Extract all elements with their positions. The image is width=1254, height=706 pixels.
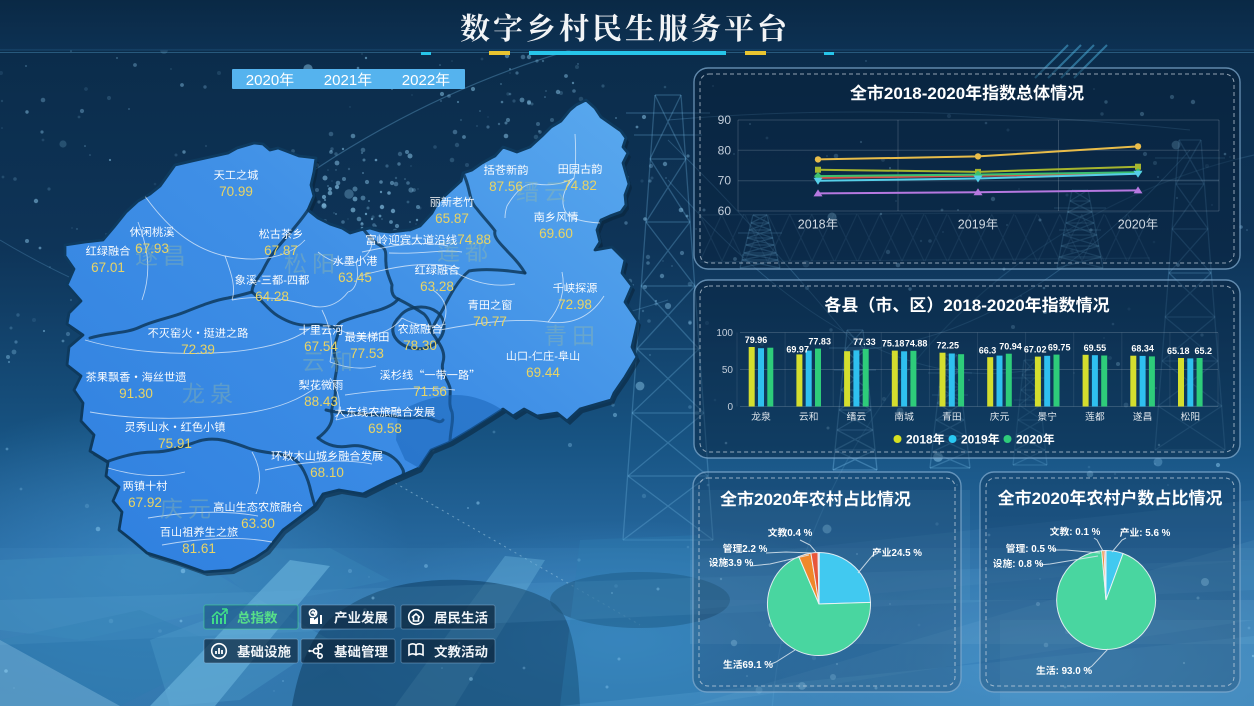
svg-text:72.39: 72.39 [181, 342, 215, 357]
svg-text:72.98: 72.98 [558, 297, 592, 312]
svg-text:77.33: 77.33 [853, 337, 876, 347]
svg-text:68.34: 68.34 [1131, 344, 1154, 354]
svg-text:69.75: 69.75 [1048, 343, 1071, 353]
svg-text:2020: 2020 [1118, 218, 1146, 232]
svg-text:74.88: 74.88 [457, 232, 491, 247]
svg-text:2021: 2021 [324, 72, 357, 89]
svg-text:2020: 2020 [1032, 489, 1070, 508]
svg-text:2018-2020: 2018-2020 [943, 296, 1024, 315]
svg-text:70.99: 70.99 [219, 184, 253, 199]
svg-text:2020: 2020 [246, 72, 279, 89]
svg-text:2019: 2019 [958, 218, 986, 232]
svg-text:: 0.1 %: : 0.1 % [1069, 527, 1100, 538]
svg-text:-: - [528, 351, 532, 363]
svg-text:67.87: 67.87 [264, 243, 298, 258]
svg-text:87.56: 87.56 [489, 179, 523, 194]
svg-text:2020: 2020 [1016, 433, 1043, 447]
svg-text:69.58: 69.58 [368, 421, 402, 436]
svg-text:63.45: 63.45 [338, 270, 372, 285]
svg-text:69.55: 69.55 [1084, 343, 1107, 353]
svg-text:78.30: 78.30 [403, 338, 437, 353]
svg-text:65.18: 65.18 [1167, 346, 1190, 356]
svg-text:2020: 2020 [754, 490, 792, 509]
svg-text:65.87: 65.87 [435, 211, 469, 226]
svg-text:64.28: 64.28 [255, 289, 289, 304]
svg-text:79.96: 79.96 [745, 335, 768, 345]
svg-text:71.56: 71.56 [413, 384, 447, 399]
svg-text:75.18: 75.18 [882, 339, 905, 349]
svg-text:70.77: 70.77 [473, 314, 507, 329]
svg-text:: 93.0 %: : 93.0 % [1056, 666, 1093, 677]
svg-text:2022: 2022 [402, 72, 435, 89]
svg-text:0: 0 [727, 402, 733, 413]
svg-text:80: 80 [718, 143, 732, 157]
svg-text:67.93: 67.93 [135, 241, 169, 256]
svg-text:: 0.8 %: : 0.8 % [1012, 559, 1043, 570]
svg-text:-: - [554, 351, 558, 363]
svg-text:2018: 2018 [906, 433, 933, 447]
svg-text:65.2: 65.2 [1195, 346, 1213, 356]
svg-text:: 0.5 %: : 0.5 % [1025, 544, 1056, 555]
svg-text:2.2 %: 2.2 % [742, 544, 767, 555]
svg-text:91.30: 91.30 [119, 386, 153, 401]
svg-text:74.82: 74.82 [563, 178, 597, 193]
svg-text:77.83: 77.83 [808, 337, 831, 347]
svg-text:63.30: 63.30 [241, 516, 275, 531]
svg-text:90: 90 [718, 113, 732, 127]
svg-text:24.5 %: 24.5 % [892, 548, 923, 559]
svg-text:-: - [257, 275, 261, 287]
svg-text:69.44: 69.44 [526, 365, 560, 380]
svg-text:75.91: 75.91 [158, 436, 192, 451]
svg-text:70.94: 70.94 [999, 342, 1022, 352]
svg-text:2018: 2018 [798, 218, 826, 232]
svg-text:100: 100 [716, 328, 733, 339]
svg-text:67.92: 67.92 [128, 495, 162, 510]
svg-text:66.3: 66.3 [979, 346, 997, 356]
svg-text:67.01: 67.01 [91, 260, 125, 275]
svg-text:: 5.6 %: : 5.6 % [1139, 528, 1170, 539]
svg-text:60: 60 [718, 204, 732, 218]
svg-text:67.02: 67.02 [1024, 345, 1047, 355]
svg-text:2019: 2019 [961, 433, 988, 447]
svg-text:-: - [283, 275, 287, 287]
svg-text:0.4 %: 0.4 % [787, 528, 812, 539]
svg-text:70: 70 [718, 174, 732, 188]
svg-text:81.61: 81.61 [182, 541, 216, 556]
svg-text:77.53: 77.53 [350, 346, 384, 361]
svg-text:69.1 %: 69.1 % [743, 660, 774, 671]
svg-text:3.9 %: 3.9 % [728, 558, 753, 569]
svg-text:63.28: 63.28 [420, 279, 454, 294]
svg-text:68.10: 68.10 [310, 465, 344, 480]
svg-text:88.43: 88.43 [304, 394, 338, 409]
svg-text:50: 50 [722, 365, 734, 376]
svg-text:69.97: 69.97 [786, 345, 809, 355]
svg-text:72.25: 72.25 [937, 341, 960, 351]
svg-text:67.54: 67.54 [304, 339, 338, 354]
svg-text:69.60: 69.60 [539, 226, 573, 241]
svg-text:74.88: 74.88 [905, 339, 928, 349]
svg-text:2018-2020: 2018-2020 [884, 84, 965, 103]
